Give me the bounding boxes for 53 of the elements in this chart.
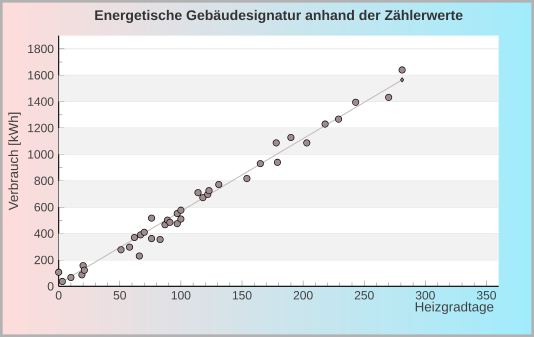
point xyxy=(58,278,66,285)
x-tick-label: 250 xyxy=(354,291,374,300)
y-tick-label: 1800 xyxy=(28,44,54,54)
x-tick-label: 0 xyxy=(56,291,62,300)
point xyxy=(80,266,88,274)
point xyxy=(215,180,222,188)
point xyxy=(400,77,404,82)
point xyxy=(398,66,406,74)
point xyxy=(194,189,202,196)
point xyxy=(177,216,184,223)
chart-title: Energetische Gebäudesignatur anhand der Zählerwerte xyxy=(95,10,463,23)
point xyxy=(148,235,156,242)
y-tick-label: 1600 xyxy=(28,70,54,80)
point xyxy=(335,116,342,123)
y-tick-label: 800 xyxy=(34,176,54,186)
y-tick-label: 1400 xyxy=(28,97,54,106)
y-axis-title: Verbrauch [kWh] xyxy=(8,112,21,210)
point xyxy=(140,228,148,236)
point xyxy=(55,268,62,276)
x-axis-title: Heizgradtage xyxy=(416,302,494,314)
point xyxy=(352,98,360,106)
x-tick-label: 50 xyxy=(114,291,126,300)
x-tick-label: 100 xyxy=(172,291,190,300)
x-tick-label: 200 xyxy=(294,291,313,300)
point xyxy=(303,139,310,146)
point xyxy=(130,234,138,242)
point xyxy=(148,214,156,222)
point xyxy=(174,220,181,228)
y-tick-label: 200 xyxy=(34,256,54,264)
y-tick-label: 1200 xyxy=(28,124,54,132)
point xyxy=(117,246,125,254)
x-tick-label: 150 xyxy=(232,291,252,300)
point xyxy=(243,175,250,182)
point xyxy=(67,274,74,282)
point xyxy=(322,120,329,128)
y-tick-label: 0 xyxy=(48,282,54,291)
point xyxy=(205,187,213,194)
point xyxy=(274,158,281,166)
point xyxy=(166,218,174,226)
point xyxy=(287,134,294,142)
point xyxy=(385,94,392,101)
point xyxy=(156,236,164,244)
point xyxy=(126,244,134,251)
point xyxy=(199,194,206,202)
x-tick-label: 350 xyxy=(476,291,496,300)
x-tick-label: 300 xyxy=(416,291,435,300)
point xyxy=(177,206,184,214)
y-tick-label: 1000 xyxy=(28,150,54,159)
point xyxy=(256,160,264,168)
y-tick-label: 400 xyxy=(34,229,54,238)
y-tick-label: 600 xyxy=(34,202,54,212)
point xyxy=(272,139,280,146)
point xyxy=(136,252,143,260)
